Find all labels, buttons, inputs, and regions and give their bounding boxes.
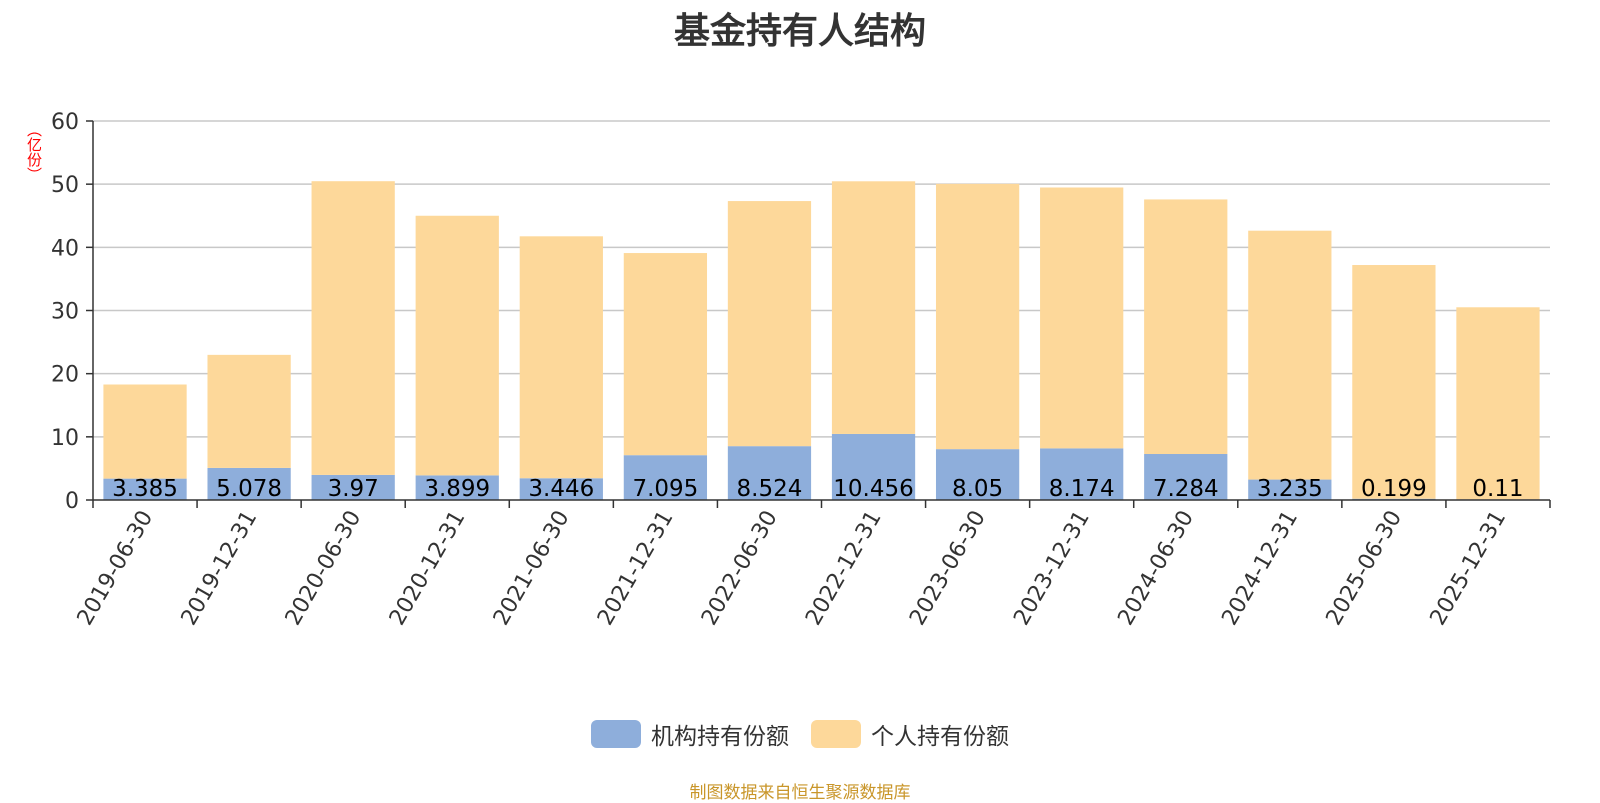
legend-item-institutional[interactable]: 机构持有份额 xyxy=(591,717,789,751)
source-note: 制图数据来自恒生聚源数据库 xyxy=(689,783,911,803)
bar-individual-0 xyxy=(103,384,187,479)
bars xyxy=(103,181,1540,500)
legend-label-individual: 个人持有份额 xyxy=(871,724,1009,750)
x-tick-label-7: 2022-12-31 xyxy=(801,507,887,630)
x-tick-label-8: 2023-06-30 xyxy=(905,507,991,630)
legend-label-institutional: 机构持有份额 xyxy=(651,724,789,750)
y-tick-label-3: 30 xyxy=(51,300,79,325)
data-label-institutional-3: 3.899 xyxy=(424,476,490,502)
x-tick-label-12: 2025-06-30 xyxy=(1322,507,1408,630)
legend-item-individual[interactable]: 个人持有份额 xyxy=(811,717,1009,751)
data-label-institutional-10: 7.284 xyxy=(1153,476,1219,502)
data-label-institutional-13: 0.11 xyxy=(1472,476,1523,502)
data-label-institutional-7: 10.456 xyxy=(833,476,913,502)
x-tick-label-9: 2023-12-31 xyxy=(1009,507,1095,630)
bar-individual-1 xyxy=(207,354,291,468)
data-label-institutional-5: 7.095 xyxy=(632,476,698,502)
y-tick-label-6: 60 xyxy=(51,110,79,135)
bar-institutional-6 xyxy=(727,446,812,500)
x-tick-label-11: 2024-12-31 xyxy=(1217,507,1303,630)
bar-institutional-11 xyxy=(1248,479,1332,500)
y-axis-unit-label: （亿份） xyxy=(25,122,43,182)
bar-institutional-9 xyxy=(1040,448,1124,500)
legend-swatch-individual xyxy=(811,720,861,748)
bar-institutional-5 xyxy=(623,455,708,500)
data-label-institutional-4: 3.446 xyxy=(528,476,594,502)
legend-swatch-institutional xyxy=(591,720,641,748)
bar-individual-4 xyxy=(519,236,603,479)
bar-institutional-3 xyxy=(415,475,499,500)
data-label-institutional-11: 3.235 xyxy=(1257,476,1323,502)
bar-individual-9 xyxy=(1040,187,1124,449)
legend: 机构持有份额 个人持有份额 xyxy=(0,717,1600,751)
bar-individual-2 xyxy=(311,181,395,475)
y-tick-label-2: 20 xyxy=(51,363,79,388)
x-tick-label-10: 2024-06-30 xyxy=(1113,507,1199,630)
bar-individual-6 xyxy=(727,201,812,447)
bar-individual-12 xyxy=(1352,265,1436,499)
bar-individual-11 xyxy=(1248,230,1332,480)
bar-institutional-10 xyxy=(1144,453,1228,500)
x-tick-label-5: 2021-12-31 xyxy=(593,507,679,630)
bar-institutional-0 xyxy=(103,478,187,500)
x-tick-label-2: 2020-06-30 xyxy=(281,507,367,630)
x-tick-label-4: 2021-06-30 xyxy=(489,507,575,630)
y-tick-label-1: 10 xyxy=(51,426,79,451)
data-label-institutional-0: 3.385 xyxy=(112,476,178,502)
data-labels: 3.385 5.078 3.97 3.899 3.446 7.095 8.524 10.456… xyxy=(112,476,1523,502)
bar-institutional-2 xyxy=(311,474,395,500)
x-tick-label-3: 2020-12-31 xyxy=(385,507,471,630)
bar-individual-7 xyxy=(831,181,916,434)
bar-institutional-1 xyxy=(207,467,291,500)
bar-individual-10 xyxy=(1144,199,1228,454)
bar-individual-8 xyxy=(935,183,1020,450)
bar-individual-13 xyxy=(1456,307,1540,500)
data-label-institutional-2: 3.97 xyxy=(328,476,379,502)
y-tick-label-5: 50 xyxy=(51,173,79,198)
bar-institutional-7 xyxy=(831,433,916,500)
bar-institutional-8 xyxy=(935,449,1020,500)
data-label-institutional-8: 8.05 xyxy=(952,476,1003,502)
x-tick-label-0: 2019-06-30 xyxy=(73,507,159,630)
data-label-institutional-9: 8.174 xyxy=(1049,476,1115,502)
data-label-institutional-12: 0.199 xyxy=(1361,476,1427,502)
chart-title: 基金持有人结构 xyxy=(673,11,926,52)
bar-individual-3 xyxy=(415,215,499,476)
x-tick-label-13: 2025-12-31 xyxy=(1426,507,1512,630)
x-tick-label-6: 2022-06-30 xyxy=(697,507,783,630)
data-label-institutional-1: 5.078 xyxy=(216,476,282,502)
y-tick-label-0: 0 xyxy=(65,489,79,514)
y-tick-label-4: 40 xyxy=(51,236,79,261)
x-tick-label-1: 2019-12-31 xyxy=(177,507,263,630)
bar-individual-5 xyxy=(623,253,708,456)
data-label-institutional-6: 8.524 xyxy=(737,476,803,502)
bar-institutional-4 xyxy=(519,478,603,500)
